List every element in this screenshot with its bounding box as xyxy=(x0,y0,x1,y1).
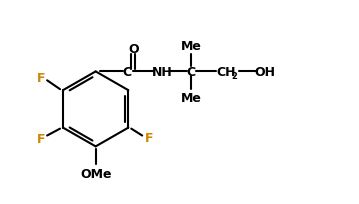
Text: OMe: OMe xyxy=(80,167,111,180)
Text: OH: OH xyxy=(255,66,276,79)
Text: Me: Me xyxy=(181,40,201,53)
Text: C: C xyxy=(186,66,195,79)
Text: F: F xyxy=(145,131,153,144)
Text: C: C xyxy=(123,66,132,79)
Text: CH: CH xyxy=(216,66,236,79)
Text: 2: 2 xyxy=(232,72,238,80)
Text: O: O xyxy=(128,43,139,56)
Text: F: F xyxy=(37,71,46,84)
Text: NH: NH xyxy=(152,66,173,79)
Text: F: F xyxy=(37,132,46,145)
Text: Me: Me xyxy=(181,91,201,104)
